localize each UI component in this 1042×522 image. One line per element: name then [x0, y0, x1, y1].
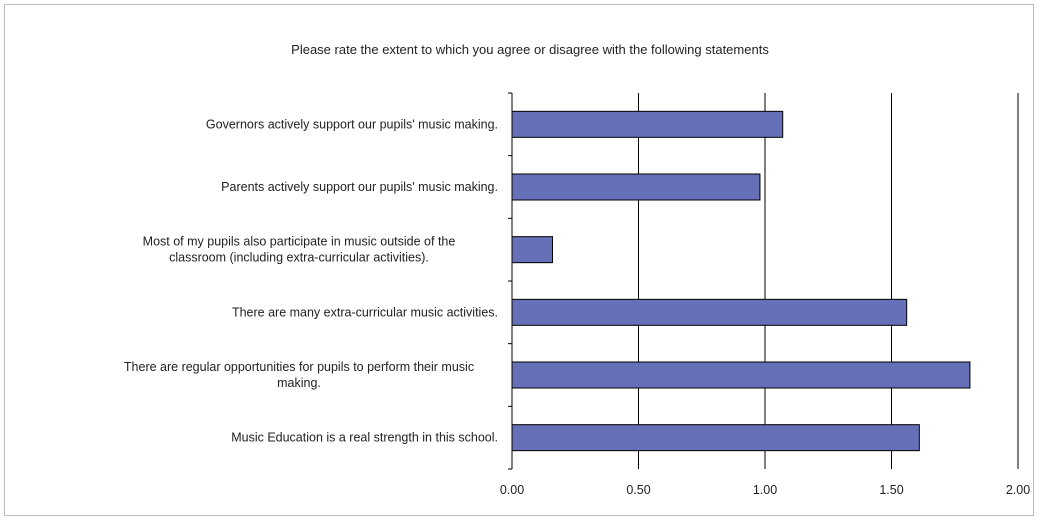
x-tick-label: 2.00 — [1006, 483, 1030, 497]
bar-chart: Please rate the extent to which you agre… — [124, 42, 1030, 497]
category-label: Governors actively support our pupils' m… — [206, 117, 498, 131]
bar-1 — [511, 110, 784, 138]
bar-3 — [511, 236, 553, 264]
x-tick-label: 1.00 — [753, 483, 777, 497]
gridlines — [508, 92, 1019, 470]
category-labels: Governors actively support our pupils' m… — [124, 117, 498, 444]
category-label: Most of my pupils also participate in mu… — [143, 235, 456, 249]
bar-6 — [511, 424, 920, 452]
x-tick-label: 1.50 — [879, 483, 903, 497]
bars — [511, 110, 971, 452]
x-tick-labels: 0.00 0.50 1.00 1.50 2.00 — [500, 483, 1030, 497]
bar-5 — [511, 361, 971, 389]
category-label: There are regular opportunities for pupi… — [124, 360, 474, 374]
x-tick-label: 0.00 — [500, 483, 524, 497]
bar-2 — [511, 173, 761, 201]
chart-frame: Please rate the extent to which you agre… — [4, 4, 1034, 516]
category-label: Parents actively support our pupils' mus… — [221, 180, 498, 194]
category-label: Music Education is a real strength in th… — [231, 431, 498, 445]
chart-title: Please rate the extent to which you agre… — [291, 42, 769, 57]
category-label: making. — [277, 376, 321, 390]
x-tick-label: 0.50 — [626, 483, 650, 497]
category-label: There are many extra-curricular music ac… — [232, 305, 498, 319]
category-label: classroom (including extra-curricular ac… — [169, 251, 429, 265]
bar-4 — [511, 298, 908, 326]
